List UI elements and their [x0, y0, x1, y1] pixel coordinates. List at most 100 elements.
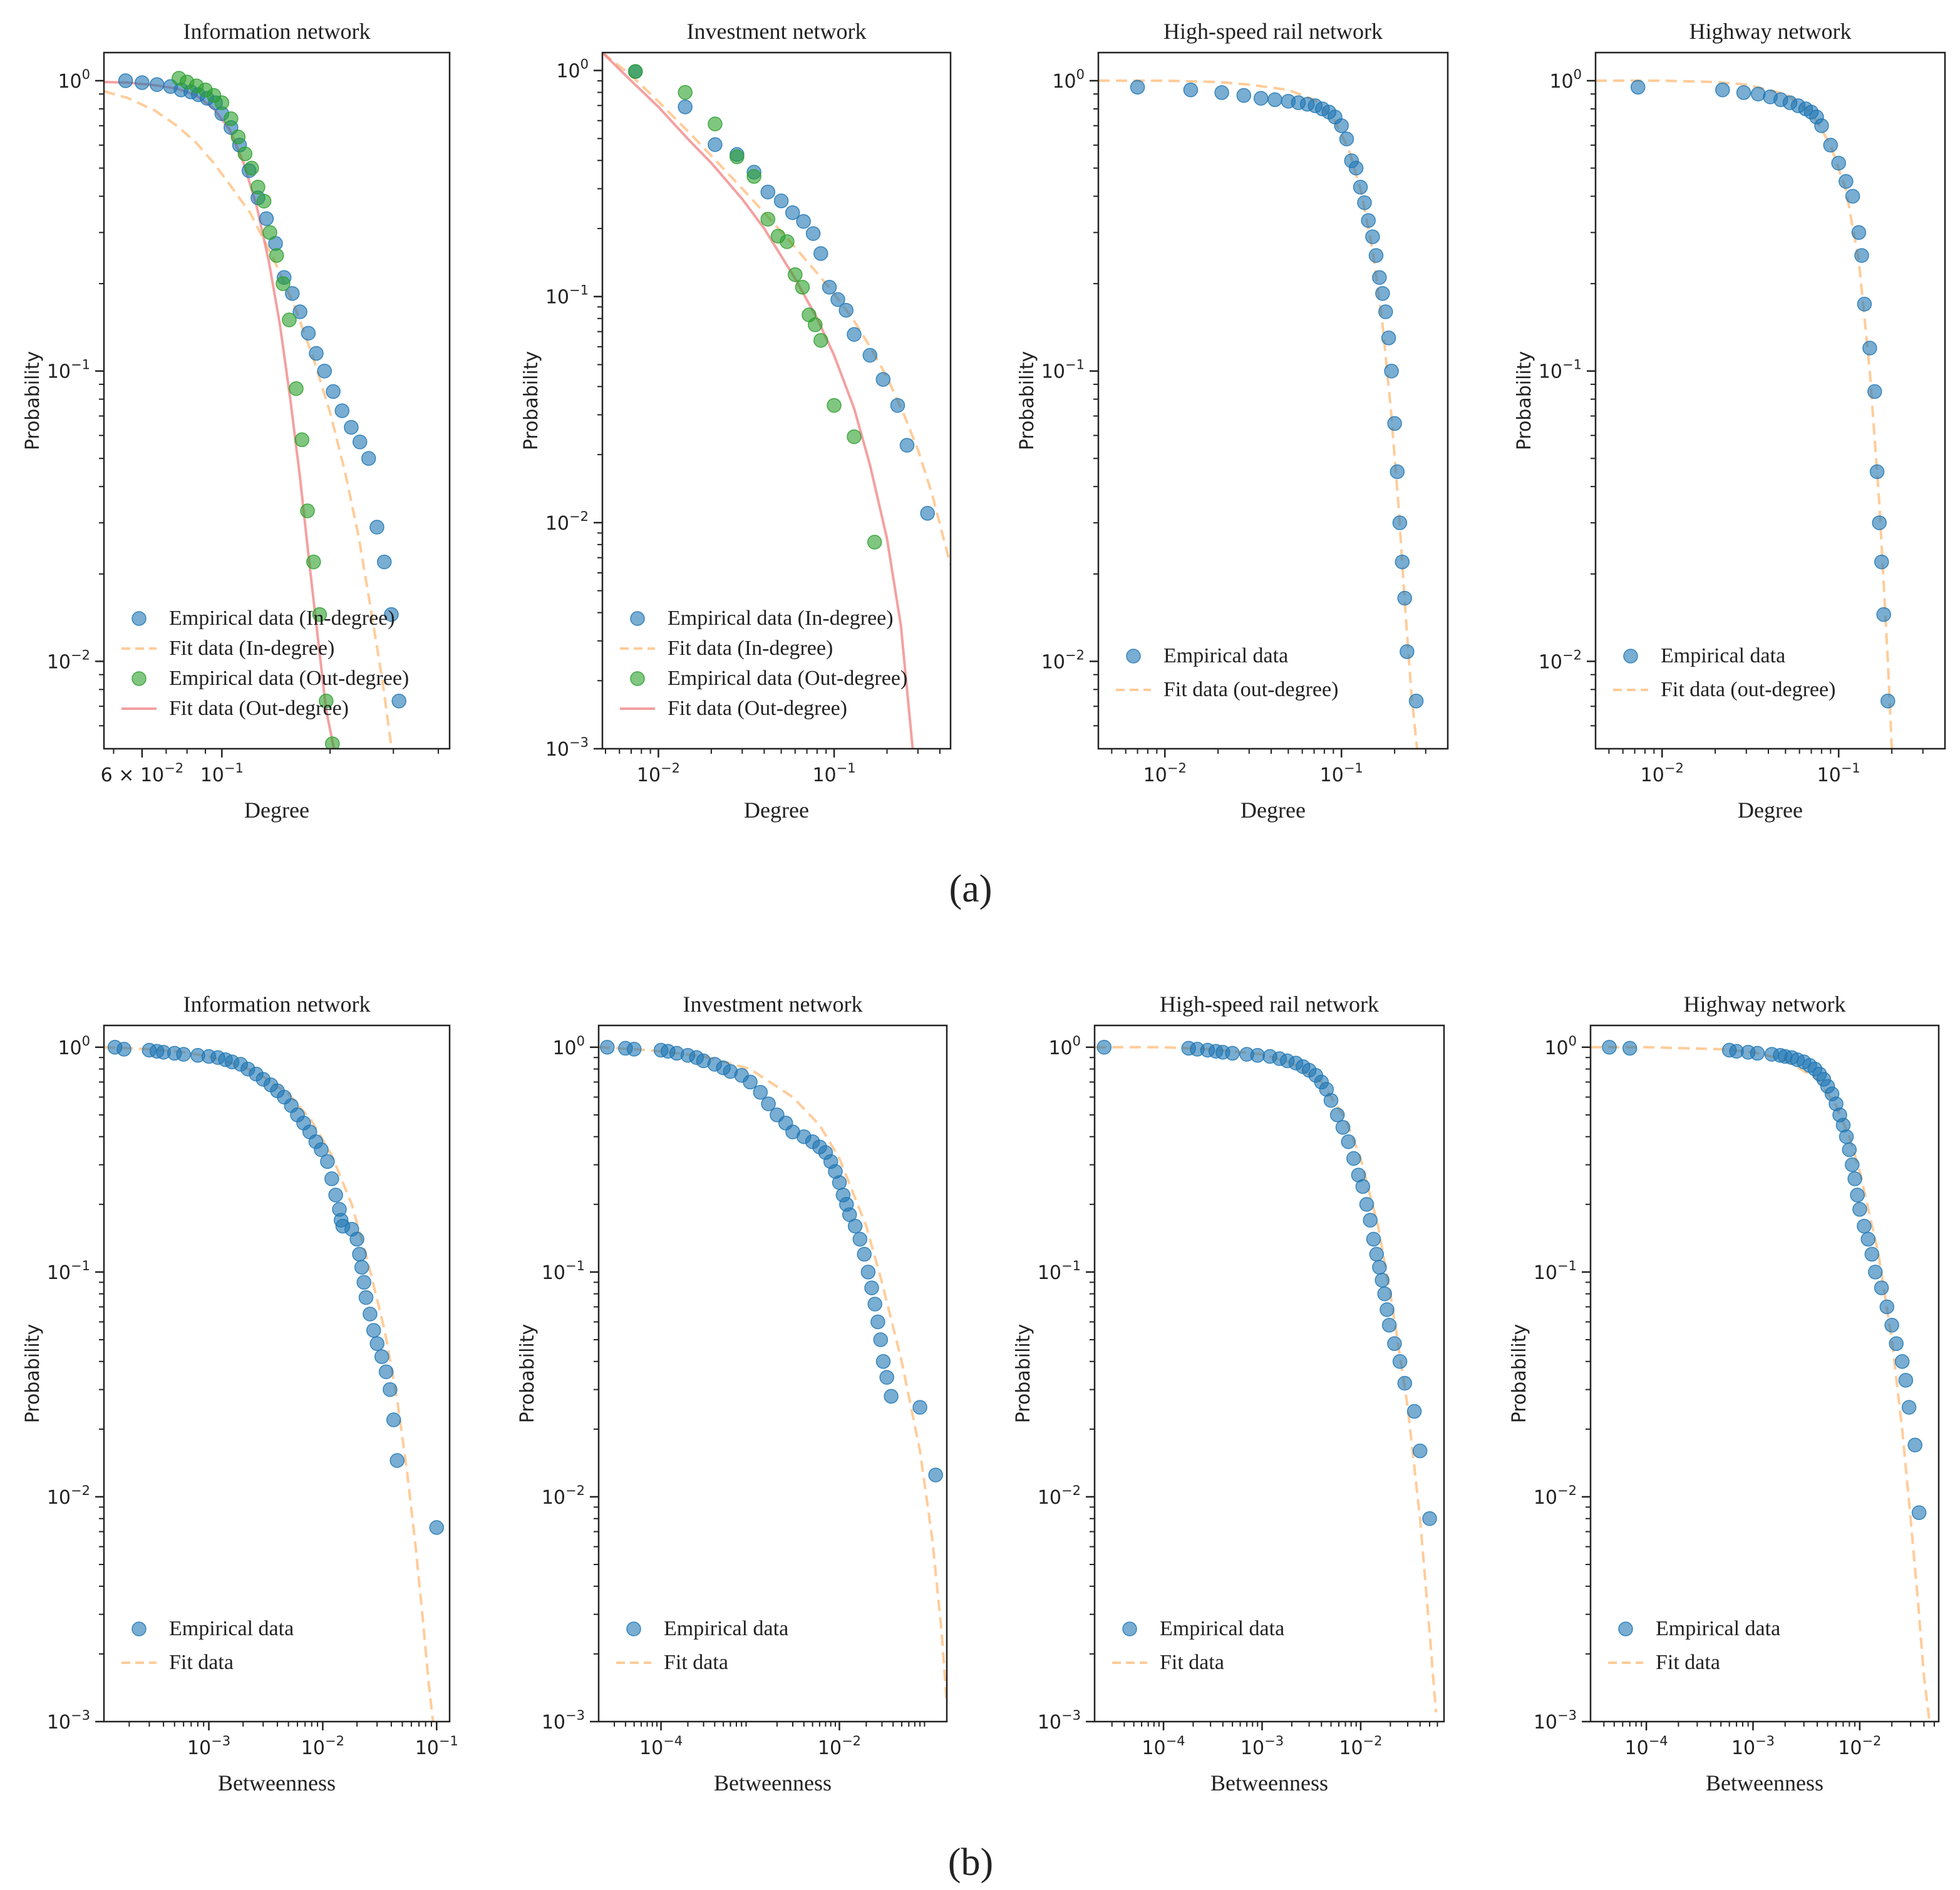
data-point-blue [1715, 82, 1730, 98]
data-point-blue [1387, 416, 1402, 431]
data-point-blue [1363, 1213, 1378, 1228]
x-axis-label: Betweenness [1210, 1770, 1328, 1795]
x-axis-label: Degree [1240, 798, 1306, 823]
chart-title: Information network [183, 19, 371, 44]
data-point-blue [1183, 82, 1199, 98]
x-tick-label: 10−3 [187, 1733, 230, 1759]
legend-entry: Empirical data [169, 1617, 294, 1640]
data-point-blue [1397, 1375, 1413, 1391]
data-point-blue [1359, 1197, 1375, 1212]
x-tick-label: 10−2 [1143, 761, 1187, 786]
legend-swatch-point [1126, 649, 1141, 664]
data-point-blue [1366, 1231, 1381, 1247]
data-point-green [730, 149, 745, 165]
data-point-blue [301, 326, 316, 341]
data-point-blue [1842, 1142, 1857, 1158]
data-point-blue [1874, 1280, 1889, 1295]
data-point-blue [890, 398, 905, 413]
data-point-green [262, 225, 277, 240]
data-point-blue [1375, 1273, 1390, 1288]
x-tick-label: 10−2 [1641, 761, 1684, 786]
data-point-blue [867, 1297, 882, 1312]
data-point-blue [1602, 1040, 1617, 1055]
data-point-blue [1372, 270, 1387, 285]
y-tick-label: 10−2 [542, 1483, 585, 1509]
data-point-blue [860, 1265, 876, 1280]
data-point-blue [1422, 1511, 1437, 1526]
panel-label-a: (a) [949, 868, 993, 910]
chart-title: Investment network [683, 992, 863, 1017]
data-point-blue [1889, 1336, 1904, 1352]
legend-entry: Fit data [169, 1651, 234, 1674]
data-point-blue [873, 1332, 889, 1347]
data-point-blue [864, 1280, 879, 1295]
data-point-blue [1845, 1157, 1860, 1173]
data-point-blue [1250, 1048, 1266, 1063]
data-point-blue [1357, 195, 1372, 210]
data-point-blue [366, 1323, 381, 1338]
data-point-blue [1392, 515, 1408, 530]
chart-panel-a4: Highway network Degree Probability 10−2 10−1… [1514, 19, 1946, 823]
y-axis-label: Probability [22, 351, 44, 451]
legend-swatch-point [132, 671, 147, 686]
data-point-blue [285, 286, 300, 301]
y-tick-label: 10−2 [1539, 647, 1582, 673]
legend-entry: Empirical data [1656, 1617, 1780, 1640]
chart-panel-b3: High-speed rail network Betweenness Probab… [1013, 992, 1445, 1795]
data-point-green [788, 267, 803, 282]
y-tick-label: 100 [1048, 1034, 1081, 1059]
legend-entry: Empirical data (In-degree) [169, 607, 395, 630]
fit-line-orange [1596, 79, 1894, 749]
data-point-blue [383, 1382, 398, 1397]
data-point-blue [761, 1096, 776, 1111]
y-tick-label: 10−3 [1534, 1708, 1577, 1733]
data-point-blue [1847, 1171, 1862, 1186]
legend-entry: Fit data [1160, 1651, 1224, 1674]
data-point-green [795, 280, 810, 295]
data-point-blue [259, 211, 274, 226]
data-point-blue [1867, 384, 1882, 399]
x-tick-label: 10−4 [1625, 1733, 1668, 1759]
data-point-blue [326, 384, 341, 399]
data-point-blue [1823, 138, 1839, 153]
fit-line-orange [1095, 1045, 1438, 1713]
x-axis-label: Betweenness [714, 1770, 832, 1795]
y-tick-label: 100 [58, 1034, 90, 1059]
legend-entry: Fit data (Out-degree) [668, 697, 847, 720]
x-tick-label: 6 × 10−2 [101, 761, 183, 786]
y-axis-label: Probability [1514, 351, 1535, 451]
data-point-blue [320, 1154, 335, 1169]
y-axis-label: Probability [1013, 1324, 1034, 1424]
data-point-blue [1341, 1134, 1356, 1149]
legend-swatch-point [630, 611, 645, 626]
y-axis-label: Probability [517, 1324, 539, 1424]
legend-swatch-point [132, 1621, 147, 1636]
data-point-blue [1400, 644, 1415, 659]
y-tick-label: 10−1 [545, 283, 589, 309]
data-point-blue [708, 137, 723, 152]
axes-frame [103, 51, 451, 750]
legend-entry: Empirical data (In-degree) [668, 607, 894, 630]
data-point-blue [852, 1231, 868, 1247]
x-tick-label: 10−4 [1142, 1733, 1185, 1759]
data-point-blue [1854, 248, 1869, 263]
axes-frame [601, 51, 952, 750]
data-point-blue [1857, 1218, 1872, 1234]
data-point-green [289, 381, 304, 396]
data-point-green [847, 429, 862, 444]
data-point-green [244, 160, 259, 176]
data-point-blue [899, 438, 915, 453]
y-tick-label: 10−3 [47, 1708, 90, 1733]
plot-area [599, 1040, 947, 1704]
data-point-blue [822, 280, 837, 295]
data-point-blue [1236, 88, 1252, 103]
data-point-blue [1907, 1437, 1922, 1452]
y-tick-label: 10−1 [1038, 1258, 1081, 1284]
data-point-green [294, 432, 309, 448]
data-point-blue [1406, 1404, 1422, 1419]
data-point-green [224, 111, 239, 126]
legend-swatch-point [1623, 649, 1638, 664]
data-point-green [282, 312, 297, 327]
data-point-blue [857, 1246, 872, 1262]
data-point-blue [1369, 1246, 1385, 1262]
